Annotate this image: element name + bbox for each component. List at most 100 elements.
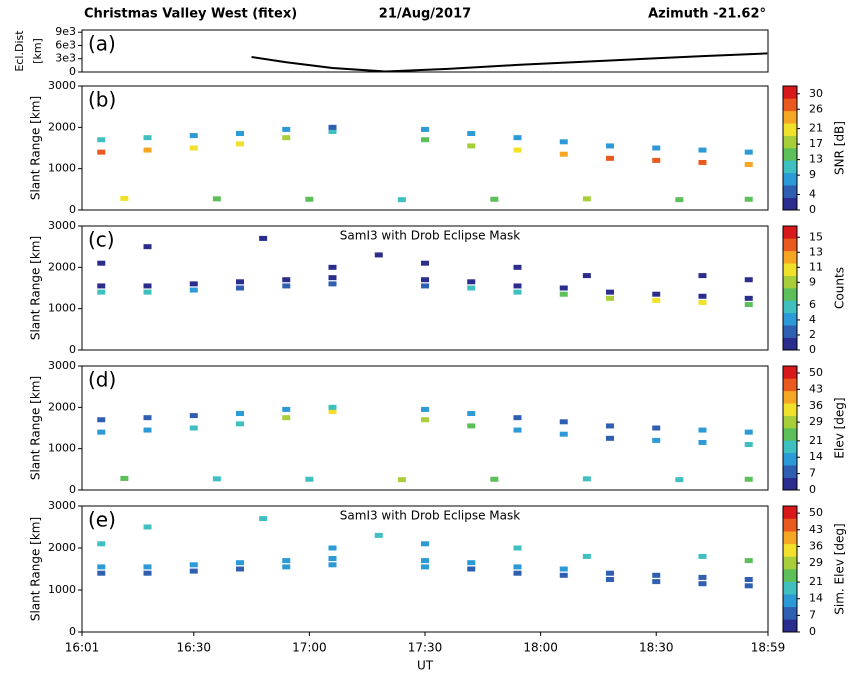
annotation: SamI3 with Drob Eclipse Mask — [340, 229, 520, 243]
panel-label: (a) — [88, 32, 116, 56]
colorbar-tick-label: 21 — [809, 434, 823, 447]
colorbar-tick-label: 6 — [809, 298, 816, 311]
data-point — [744, 558, 753, 564]
colorbar-segment — [783, 337, 797, 351]
y-tick-label: 1000 — [48, 442, 76, 455]
data-point — [652, 297, 661, 303]
data-point — [698, 159, 707, 165]
data-point — [421, 417, 429, 423]
data-point — [559, 419, 568, 425]
data-point — [328, 281, 337, 287]
data-point — [652, 425, 661, 431]
colorbar-frame — [782, 225, 798, 351]
y-tick-label: 1000 — [48, 302, 76, 315]
data-point — [282, 126, 291, 132]
data-point — [236, 421, 245, 427]
colorbar-segment — [783, 263, 797, 276]
y-tick-label: 1000 — [48, 583, 76, 596]
panel-label: (b) — [88, 88, 116, 112]
colorbar-tick-label: 9 — [809, 275, 816, 288]
data-point — [374, 252, 383, 258]
colorbar-segment — [783, 160, 797, 174]
data-point — [490, 196, 499, 202]
data-point — [605, 295, 614, 301]
colorbar-segment — [783, 123, 797, 136]
data-point — [143, 135, 152, 141]
data-point — [744, 196, 753, 202]
colorbar-tick-label: 4 — [809, 188, 816, 201]
data-point — [698, 273, 707, 279]
colorbar-frame — [782, 365, 798, 491]
y-tick-label: 3000 — [48, 499, 76, 512]
data-point — [328, 408, 337, 414]
colorbar-segment — [783, 378, 797, 392]
colorbar-segment — [783, 440, 797, 454]
data-point — [421, 564, 429, 570]
data-point — [236, 141, 245, 147]
colorbar-segment — [783, 226, 797, 239]
colorbar-segment — [783, 135, 797, 149]
x-tick-label: 16:01 — [65, 641, 100, 655]
colorbar-label: Counts — [833, 267, 847, 309]
x-tick-label: 18:30 — [639, 641, 674, 655]
data-point — [397, 197, 406, 203]
colorbar-tick-label: 13 — [809, 153, 823, 166]
data-point — [328, 556, 337, 561]
colorbar-tick-label: 2 — [809, 328, 816, 341]
y-tick-label: 2000 — [48, 120, 76, 133]
panel-label: (c) — [88, 228, 115, 252]
data-point — [582, 196, 591, 202]
title-left: Christmas Valley West (fitex) — [84, 7, 297, 22]
data-point — [652, 437, 661, 443]
data-point — [467, 143, 476, 149]
y-axis-label: [km] — [31, 38, 44, 64]
data-point — [328, 264, 337, 270]
colorbar-tick-label: 30 — [809, 87, 823, 100]
data-point — [328, 124, 337, 130]
annotation: SamI3 with Drob Eclipse Mask — [340, 509, 520, 523]
data-point — [328, 275, 337, 281]
colorbar-tick-label: 0 — [809, 625, 816, 638]
colorbar-label: SNR [dB] — [833, 121, 847, 175]
data-point — [97, 570, 106, 576]
data-point — [212, 476, 221, 482]
colorbar-segment — [783, 197, 797, 211]
x-tick-label: 17:00 — [292, 641, 327, 655]
data-point — [559, 139, 568, 145]
data-point — [143, 415, 152, 421]
data-point — [97, 137, 106, 143]
colorbar-segment — [783, 569, 797, 582]
data-point — [236, 560, 245, 566]
data-point — [421, 406, 429, 412]
data-point — [513, 564, 522, 570]
data-point — [698, 293, 707, 299]
data-point — [143, 244, 152, 250]
y-axis-label: Slant Range [km] — [29, 376, 43, 480]
data-point — [513, 545, 522, 551]
colorbar-segment — [783, 506, 797, 519]
x-tick-label: 16:30 — [176, 641, 211, 655]
data-point — [97, 260, 106, 266]
data-point — [189, 281, 198, 287]
colorbar-segment — [783, 300, 797, 314]
data-point — [513, 570, 522, 576]
colorbar-tick-label: 29 — [809, 415, 823, 428]
data-point — [605, 577, 614, 582]
data-point — [605, 435, 614, 441]
y-tick-label: 0 — [69, 483, 76, 496]
colorbar-tick-label: 14 — [809, 592, 823, 605]
data-point — [282, 564, 291, 570]
y-tick-label: 3000 — [48, 79, 76, 92]
x-axis-label: UT — [417, 659, 434, 673]
colorbar-tick-label: 0 — [809, 483, 816, 496]
data-point — [421, 260, 429, 266]
data-point — [189, 562, 198, 568]
y-tick-label: 0 — [69, 625, 76, 638]
data-point — [189, 425, 198, 431]
colorbar-tick-label: 26 — [809, 102, 823, 115]
colorbar-segment — [783, 606, 797, 620]
colorbar-segment — [783, 543, 797, 557]
data-point — [744, 149, 753, 155]
colorbar-segment — [783, 172, 797, 186]
